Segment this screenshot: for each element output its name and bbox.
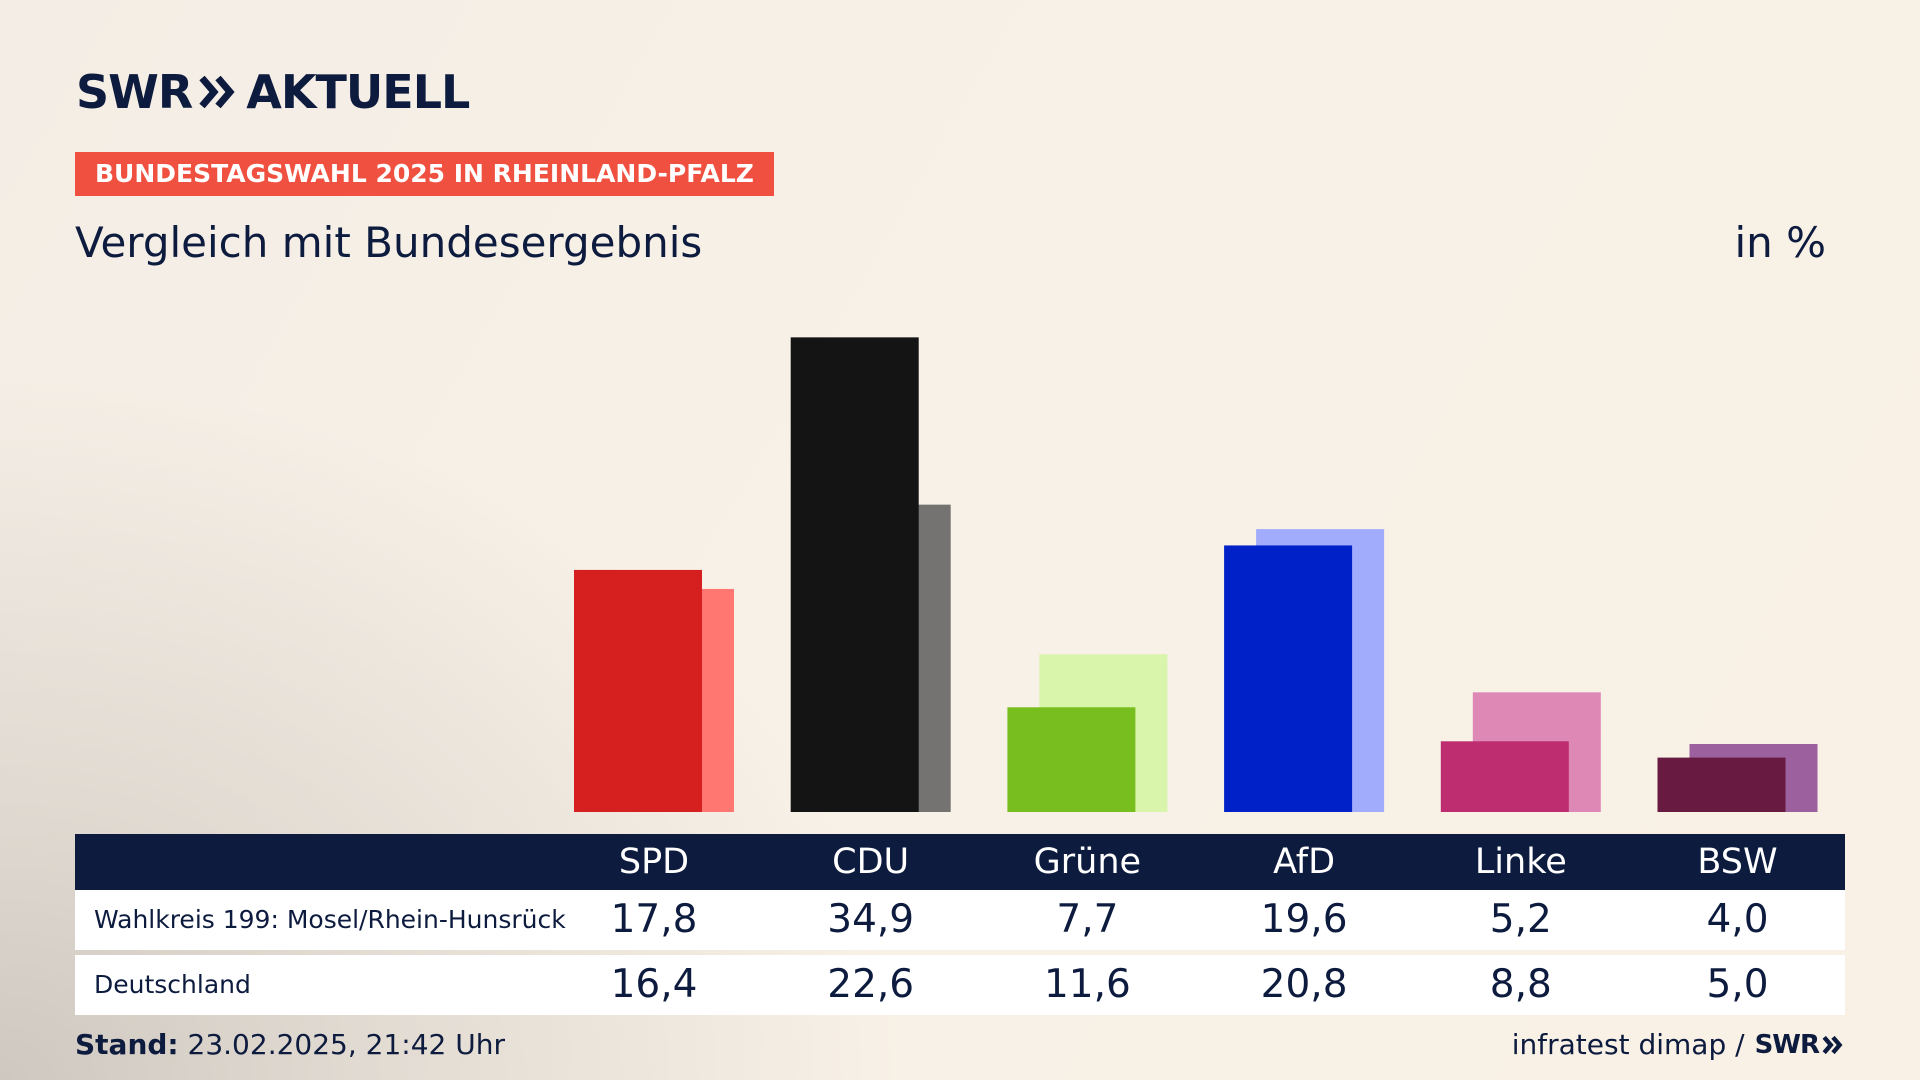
mini-chevron-icon — [1822, 1035, 1843, 1054]
value-deutschland-linke: 8,8 — [1489, 962, 1552, 1007]
stand-label: Stand: — [75, 1028, 179, 1061]
swr-aktuell-logo: SWR AKTUELL — [76, 64, 470, 120]
value-wahlkreis-grüne: 7,7 — [1056, 897, 1119, 942]
value-deutschland-spd: 16,4 — [610, 962, 698, 1007]
row-label-wahlkreis: Wahlkreis 199: Mosel/Rhein-Hunsrück — [94, 905, 566, 934]
logo-swr-text: SWR — [76, 65, 193, 119]
value-wahlkreis-cdu: 34,9 — [827, 897, 915, 942]
table-row-wahlkreis: Wahlkreis 199: Mosel/Rhein-Hunsrück 17,8… — [75, 890, 1845, 950]
row-label-deutschland: Deutschland — [94, 970, 251, 999]
value-wahlkreis-bsw: 4,0 — [1706, 897, 1769, 942]
bar-wahlkreis-grüne — [1007, 707, 1136, 812]
value-wahlkreis-spd: 17,8 — [610, 897, 698, 942]
bar-wahlkreis-bsw — [1657, 757, 1786, 812]
value-deutschland-cdu: 22,6 — [827, 962, 915, 1007]
timestamp: Stand: 23.02.2025, 21:42 Uhr — [75, 1028, 505, 1061]
column-header-spd: SPD — [618, 842, 690, 882]
source-text: infratest dimap / — [1511, 1028, 1745, 1061]
value-wahlkreis-afd: 19,6 — [1260, 897, 1348, 942]
bar-wahlkreis-afd — [1224, 545, 1353, 812]
swr-mini-logo: SWR — [1755, 1030, 1844, 1060]
value-deutschland-bsw: 5,0 — [1706, 962, 1769, 1007]
value-deutschland-grüne: 11,6 — [1043, 962, 1131, 1007]
column-header-afd: AfD — [1273, 842, 1336, 882]
column-header-bsw: BSW — [1697, 842, 1778, 882]
bar-wahlkreis-linke — [1440, 741, 1569, 812]
bar-wahlkreis-cdu — [790, 337, 919, 812]
double-chevron-icon — [199, 75, 235, 109]
value-deutschland-afd: 20,8 — [1260, 962, 1348, 1007]
source-credit: infratest dimap / SWR — [1512, 1028, 1844, 1061]
table-header: SPD CDU Grüne AfD Linke BSW — [75, 834, 1845, 890]
column-header-linke: Linke — [1474, 842, 1567, 882]
mini-logo-text: SWR — [1754, 1029, 1820, 1060]
unit-label: in % — [1734, 218, 1826, 267]
table-row-deutschland: Deutschland 16,4 22,6 11,6 20,8 8,8 5,0 — [75, 955, 1845, 1015]
election-tag: BUNDESTAGSWAHL 2025 IN RHEINLAND-PFALZ — [75, 152, 774, 196]
stand-value: 23.02.2025, 21:42 Uhr — [187, 1028, 505, 1061]
chart-subtitle: Vergleich mit Bundesergebnis — [75, 218, 703, 267]
value-wahlkreis-linke: 5,2 — [1489, 897, 1552, 942]
bar-wahlkreis-spd — [574, 569, 702, 812]
column-header-cdu: CDU — [832, 842, 910, 882]
results-table: SPD CDU Grüne AfD Linke BSW Wahlkreis 199: Mo… — [75, 834, 1845, 1015]
column-header-grüne: Grüne — [1033, 842, 1142, 882]
logo-aktuell-text: AKTUELL — [246, 65, 470, 119]
